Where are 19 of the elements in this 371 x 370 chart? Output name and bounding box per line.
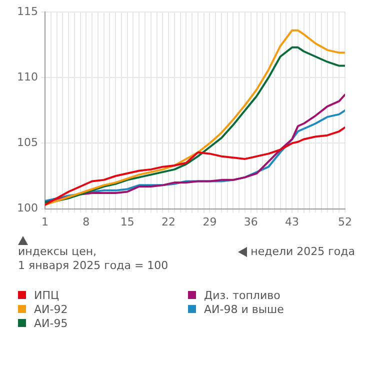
- legend-label: АИ-98 и выше: [204, 302, 284, 316]
- y-tick-label: 105: [16, 136, 38, 150]
- legend-label: АИ-95: [34, 316, 68, 330]
- y-tick-label: 100: [16, 202, 38, 215]
- legend-label: Диз. топливо: [204, 288, 280, 302]
- y-axis-title: индексы цен, 1 января 2025 года = 100: [18, 245, 168, 273]
- x-tick-label: 52: [338, 215, 352, 228]
- legend-label: АИ-92: [34, 302, 68, 316]
- x-tick-label: 43: [285, 215, 300, 228]
- x-tick-label: 22: [162, 215, 176, 228]
- x-tick-label: 36: [244, 215, 258, 228]
- x-tick-label: 29: [202, 215, 217, 228]
- legend-label: ИПЦ: [34, 288, 60, 302]
- x-tick-label: 8: [82, 215, 90, 228]
- y-tick-label: 115: [16, 4, 38, 18]
- x-tick-label: 1: [41, 215, 48, 228]
- x-axis-title: недели 2025 года: [250, 245, 355, 259]
- y-tick-label: 110: [16, 70, 38, 84]
- x-tick-label: 15: [120, 215, 134, 228]
